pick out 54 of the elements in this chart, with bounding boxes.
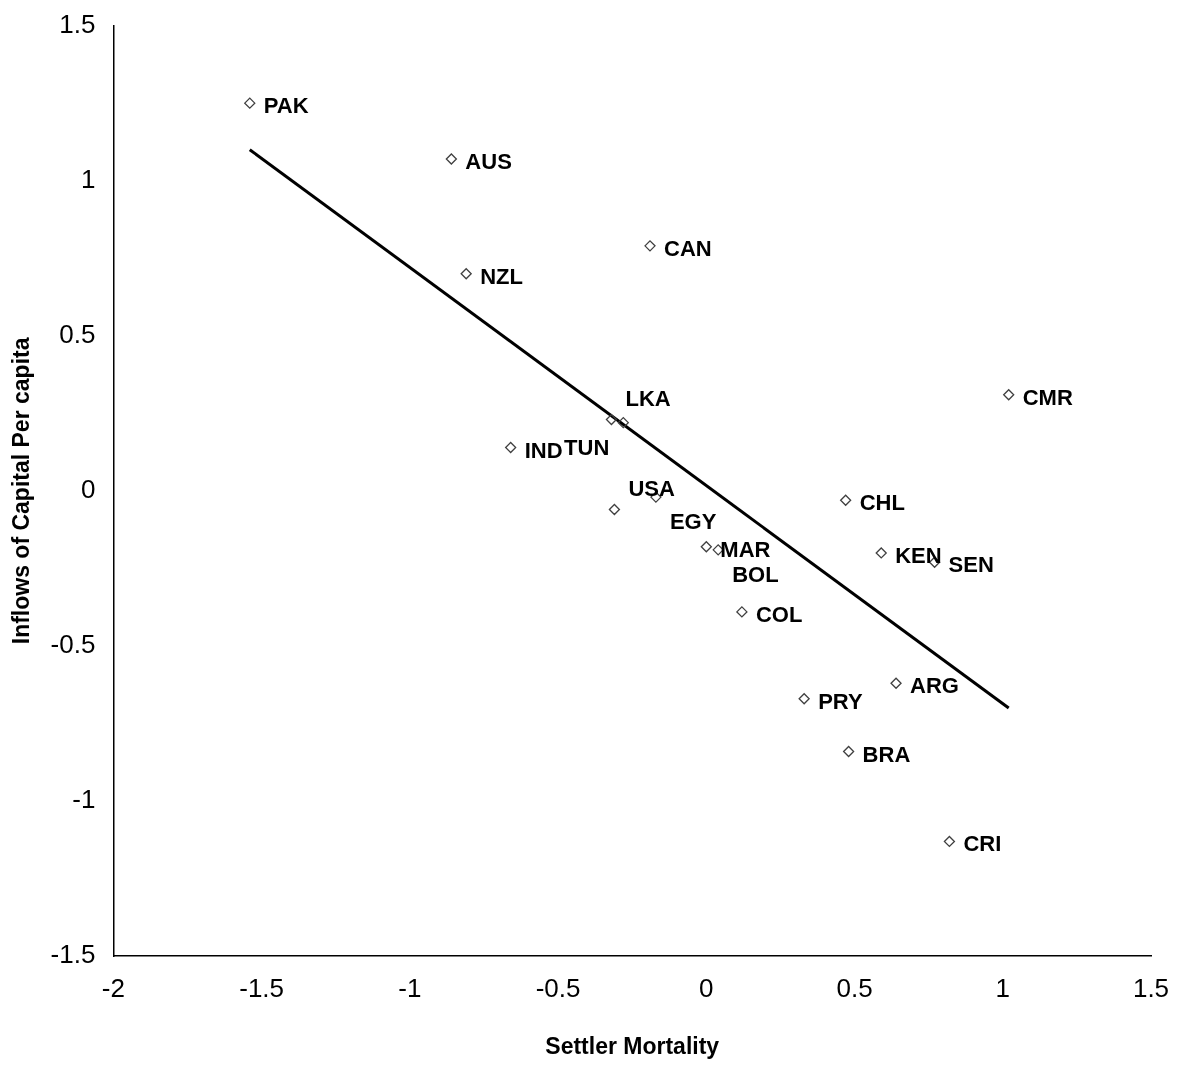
x-tick-label: -1: [398, 972, 422, 1003]
x-tick-label: -1.5: [239, 972, 285, 1003]
y-tick-label: -1.5: [50, 939, 96, 970]
point: [608, 503, 621, 516]
point: [505, 441, 517, 454]
y-tick-label: 1: [80, 163, 96, 194]
annotation: EGY: [669, 509, 717, 535]
point: [890, 677, 902, 689]
y-tick-label: 1.5: [59, 8, 96, 39]
point: [244, 97, 256, 109]
annotation: PAK: [263, 93, 309, 119]
y-tick-label: 0: [80, 474, 96, 505]
annotation: SEN: [948, 552, 994, 578]
point: [644, 240, 656, 252]
annotation: BOL: [732, 561, 779, 587]
annotation: IND: [524, 437, 563, 463]
x-tick-label: 1.5: [1132, 972, 1170, 1003]
annotation: MAR: [720, 536, 771, 562]
y-tick-label: -1: [72, 784, 96, 815]
point: [736, 606, 748, 618]
annotation: NZL: [480, 263, 523, 289]
annotation: PRY: [818, 688, 863, 714]
point: [875, 547, 887, 559]
annotation: USA: [628, 475, 675, 501]
annotation: BRA: [862, 741, 911, 767]
point: [700, 541, 712, 553]
point: [842, 745, 855, 758]
annotation: CHL: [859, 490, 905, 516]
point: [1003, 389, 1015, 401]
y-tick-label: 0.5: [59, 318, 96, 349]
y-axis-title: Inflows of Capital Per capita: [8, 337, 35, 645]
x-tick-label: 0.5: [836, 972, 873, 1003]
x-tick-label: -0.5: [535, 972, 581, 1003]
point: [943, 835, 956, 848]
annotation: CMR: [1022, 384, 1073, 410]
x-axis-title: Settler Mortality: [545, 1032, 720, 1059]
annotation: ARG: [910, 673, 959, 699]
annotation: KEN: [895, 543, 942, 568]
point: [605, 413, 618, 426]
x-tick-label: -2: [101, 972, 125, 1003]
y-tick-label: -0.5: [50, 629, 96, 660]
annotation: TUN: [564, 434, 610, 460]
point: [460, 268, 472, 280]
point: [840, 494, 852, 506]
annotation: CAN: [663, 235, 712, 261]
annotation: CRI: [963, 831, 1002, 857]
point: [445, 153, 458, 165]
x-tick-label: 1: [995, 972, 1011, 1003]
annotation: AUS: [465, 149, 512, 175]
point: [617, 417, 629, 429]
annotation: LKA: [625, 385, 671, 411]
point: [798, 693, 810, 705]
x-tick-label: 0: [699, 972, 714, 1003]
annotation: COL: [755, 601, 803, 627]
